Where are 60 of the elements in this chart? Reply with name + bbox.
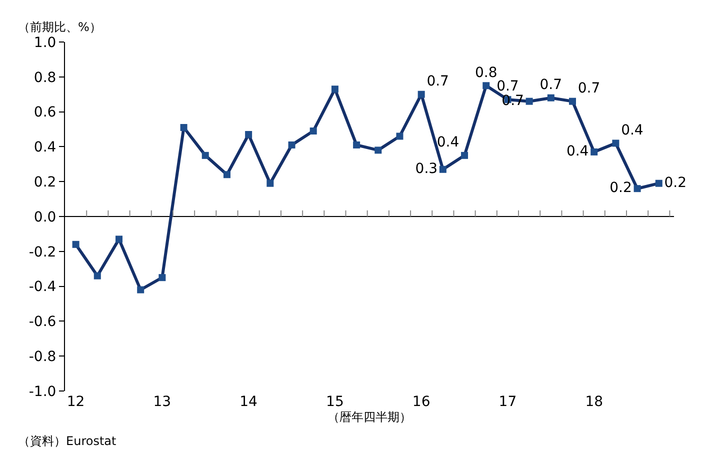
data-label: 0.7 [578,80,600,96]
point [439,166,446,173]
data-label: 0.7 [540,76,562,93]
point [569,98,576,105]
data-label: 0.3 [415,160,438,177]
text: （資料）Eurostat [18,434,117,448]
data-label: 0.4 [566,143,589,160]
point [137,286,144,294]
y-tick-label: 0.8 [34,70,56,86]
y-tick-label: 0.4 [34,140,56,156]
point [482,82,490,90]
y-tick-label: 0.6 [34,104,56,121]
data-label: 0.7 [426,73,449,90]
data-label: 0.7 [496,78,519,95]
point [223,171,230,178]
data-label: 0.4 [621,122,644,138]
point [590,148,598,156]
data-label: 0.8 [474,64,498,81]
point [245,130,252,138]
point [396,132,404,140]
data-label: 0.2 [664,174,687,191]
y-tick-label: -0.2 [28,244,56,260]
point [158,274,166,282]
point [288,141,296,148]
point [418,90,425,98]
point [461,152,468,159]
x-tick-label: 13 [153,394,172,410]
y-axis-title: （前期比、%） [18,20,102,34]
point [72,240,80,248]
data-label: 0.7 [502,92,524,109]
x-tick-label: 15 [326,394,344,410]
point [547,94,554,102]
point [202,152,209,159]
x-axis-title: （暦年四半期） [328,410,412,424]
point [180,124,188,132]
point [94,272,101,280]
data-label: 0.2 [610,180,632,196]
y-tick-label: 0.0 [34,209,56,226]
point [374,146,382,154]
point [655,180,662,187]
x-tick-label: 12 [66,394,85,410]
point [331,86,338,93]
data-label: 0.4 [436,134,460,151]
point [634,185,641,192]
point [526,98,533,105]
x-tick-label: 18 [585,394,604,410]
point [266,180,274,187]
point [310,128,317,134]
point [612,140,620,147]
x-tick-label: 16 [412,394,430,410]
x-tick-label: 14 [240,394,258,410]
y-tick-label: 1.0 [34,34,56,51]
y-tick-label: -1.0 [28,384,56,400]
y-tick-label: -0.6 [28,314,56,330]
y-tick-label: -0.8 [28,349,56,365]
point [353,141,360,148]
point [115,236,122,243]
x-tick-label: 17 [498,394,517,410]
y-tick-label: 0.2 [34,174,56,190]
y-tick-label: -0.4 [28,279,56,296]
